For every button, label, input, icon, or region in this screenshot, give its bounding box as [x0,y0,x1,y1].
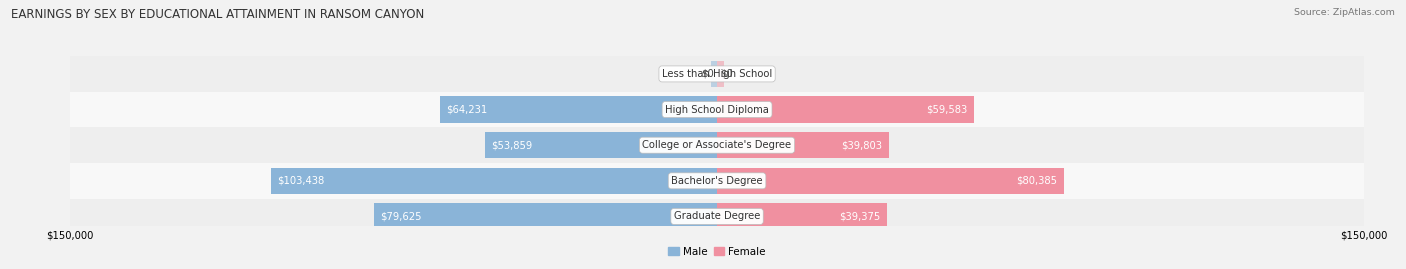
Bar [70,92,1364,128]
Text: $39,803: $39,803 [841,140,882,150]
Bar [70,163,1364,199]
Text: College or Associate's Degree: College or Associate's Degree [643,140,792,150]
Text: $0: $0 [702,69,714,79]
Text: Less than High School: Less than High School [662,69,772,79]
Text: $80,385: $80,385 [1017,176,1057,186]
Text: $79,625: $79,625 [380,211,422,221]
Legend: Male, Female: Male, Female [664,243,770,261]
Bar [70,56,1364,92]
Text: EARNINGS BY SEX BY EDUCATIONAL ATTAINMENT IN RANSOM CANYON: EARNINGS BY SEX BY EDUCATIONAL ATTAINMEN… [11,8,425,21]
Bar [710,61,717,87]
Bar [717,97,974,123]
Text: High School Diploma: High School Diploma [665,105,769,115]
Text: Bachelor's Degree: Bachelor's Degree [671,176,763,186]
Text: $0: $0 [720,69,733,79]
Bar [70,128,1364,163]
Bar [717,132,889,158]
Text: $39,375: $39,375 [839,211,880,221]
Text: $53,859: $53,859 [491,140,533,150]
Bar [485,132,717,158]
Bar [717,203,887,229]
Bar [374,203,717,229]
Text: $64,231: $64,231 [447,105,488,115]
Text: Source: ZipAtlas.com: Source: ZipAtlas.com [1294,8,1395,17]
Text: $103,438: $103,438 [277,176,325,186]
Bar [271,168,717,194]
Text: Graduate Degree: Graduate Degree [673,211,761,221]
Bar [440,97,717,123]
Bar [717,61,724,87]
Bar [717,168,1064,194]
Text: $59,583: $59,583 [927,105,967,115]
Bar [70,199,1364,234]
